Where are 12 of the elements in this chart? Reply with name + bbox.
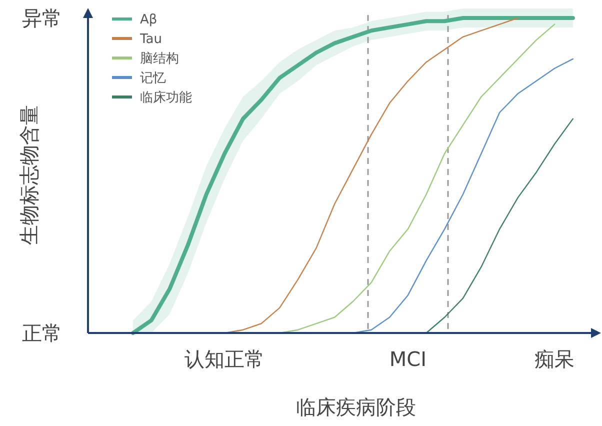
y-axis-title: 生物标志物含量 — [17, 105, 41, 245]
legend-label: 脑结构 — [140, 52, 179, 66]
legend-label: 记忆 — [140, 71, 166, 86]
legend-label: 临床功能 — [140, 90, 192, 106]
x-tick-label: 痴呆 — [534, 347, 575, 371]
x-axis-title: 临床疾病阶段 — [296, 395, 416, 419]
text: 异常 — [22, 6, 62, 30]
text: 正常 — [22, 321, 62, 345]
legend-label: Aβ — [140, 12, 158, 28]
x-tick-label: MCI — [389, 347, 427, 371]
x-tick-label: 认知正常 — [184, 347, 265, 371]
legend-label: Tau — [139, 32, 162, 47]
